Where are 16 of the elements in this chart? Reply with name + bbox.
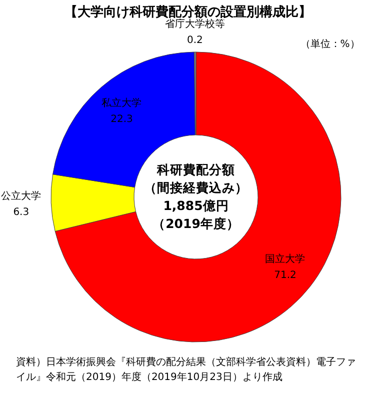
data-label: 22.3 <box>110 114 133 126</box>
slice-label: 私立大学 <box>102 97 142 110</box>
data-label: 71.2 <box>274 270 296 282</box>
text: （間接経費込み） <box>144 180 248 195</box>
data-label: 0.2 <box>186 35 203 46</box>
text: （2019年度） <box>152 216 240 231</box>
slice-label: 省庁大学校等 <box>164 18 225 30</box>
text: （単位：%） <box>300 38 360 50</box>
slice-label: 公立大学 <box>1 190 42 202</box>
slice-label: 国立大学 <box>265 253 306 266</box>
text: 資料）日本学術振興会『科研費の配分結果（文部科学省公表資料）電子ファイル』令和元（2019）年度（2019年10月23日）より作成 <box>16 356 356 383</box>
text: 科研費配分額 <box>156 162 235 177</box>
chart-title: 【大学向け科研費配分額の設置別構成比】 <box>64 4 312 20</box>
donut-slice <box>54 52 342 342</box>
text: 1,885億円 <box>163 198 229 213</box>
data-label: 6.3 <box>13 207 30 218</box>
